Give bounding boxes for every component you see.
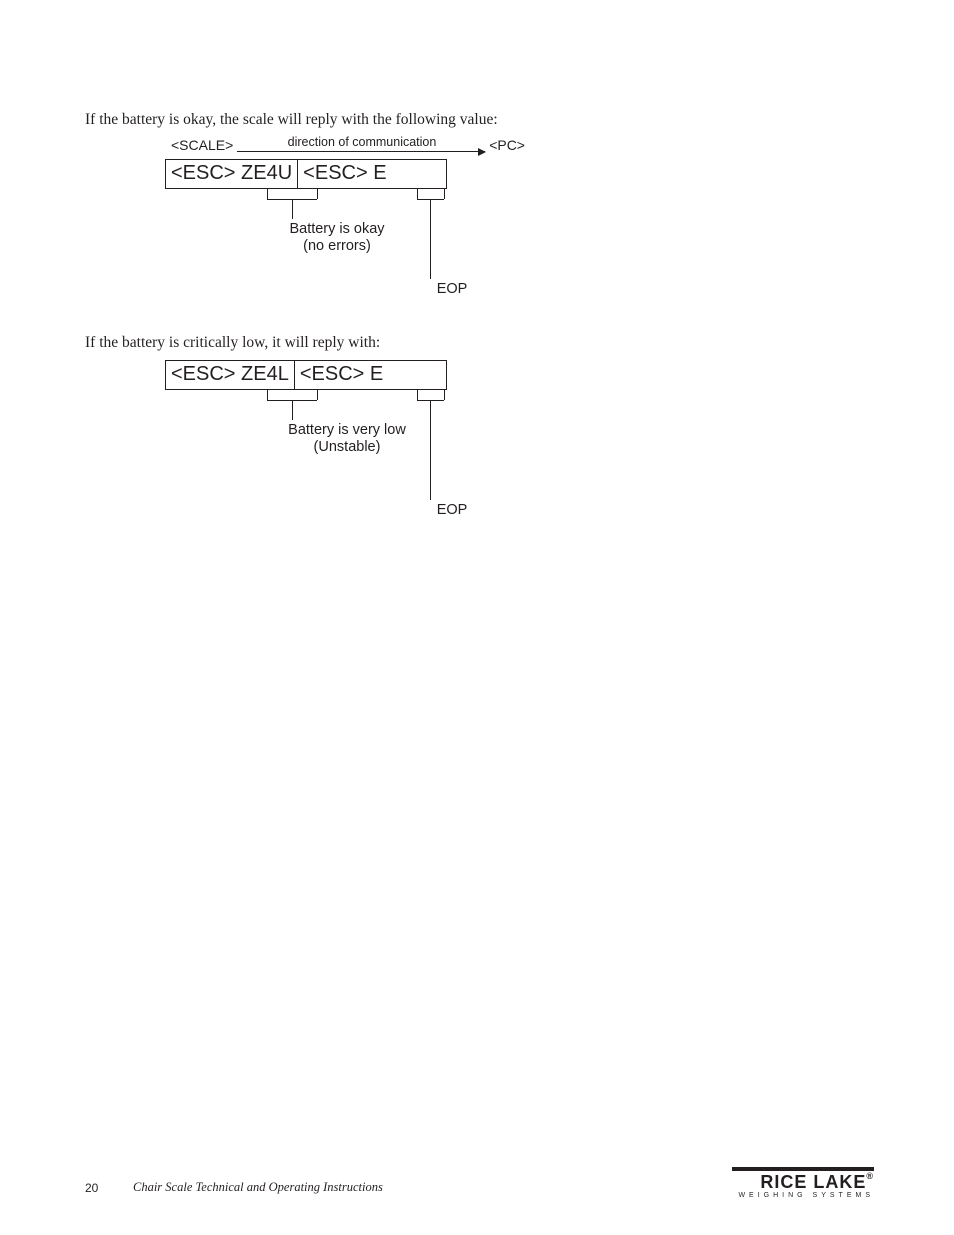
response-cell: <ESC> E [294,361,388,389]
logo-tagline: WEIGHING SYSTEMS [732,1192,874,1199]
logo-brand-text: RICE LAKE [760,1172,866,1192]
callout-line [292,400,293,420]
comm-scale-label: <SCALE> [171,137,233,153]
page: If the battery is okay, the scale will r… [0,0,954,1235]
callout-line [267,390,268,400]
intro-text-2: If the battery is critically low, it wil… [85,333,874,354]
callout-line [267,189,268,199]
callout-note-2: Battery is very low (Unstable) [207,422,487,455]
response-box-1: <ESC> ZE4U <ESC> E [165,159,447,189]
callout-line [417,390,418,400]
note-line: (no errors) [303,238,371,254]
callout-line [430,400,431,500]
response-cell: <ESC> ZE4U [166,160,297,188]
page-footer: 20 Chair Scale Technical and Operating I… [85,1165,874,1195]
response-cell: <ESC> ZE4L [166,361,294,389]
intro-text-1: If the battery is okay, the scale will r… [85,110,874,131]
callout-line [292,199,293,219]
response-box-2: <ESC> ZE4L <ESC> E [165,360,447,390]
arrow-right-icon [237,151,485,152]
note-line: Battery is okay [289,221,384,237]
eop-label: EOP [412,281,492,297]
logo-brand: RICE LAKE® [732,1173,874,1191]
callout-line [317,390,318,400]
diagram-battery-ok: <SCALE> direction of communication <PC> … [165,137,565,309]
callout-note-1: Battery is okay (no errors) [217,221,457,254]
comm-direction-label: direction of communication [243,135,481,149]
logo-bar [732,1167,874,1171]
rice-lake-logo: RICE LAKE® WEIGHING SYSTEMS [732,1167,874,1199]
note-line: Battery is very low [288,422,406,438]
callouts-1: Battery is okay (no errors) EOP [165,189,565,309]
eop-label: EOP [412,502,492,518]
response-cell: <ESC> E [297,160,391,188]
logo-registered: ® [866,1171,874,1181]
page-number: 20 [85,1181,98,1195]
comm-direction-row: <SCALE> direction of communication <PC> [165,137,565,155]
callout-line [430,199,431,279]
callout-line [317,189,318,199]
callouts-2: Battery is very low (Unstable) EOP [165,390,565,540]
callout-line [444,390,445,400]
note-line: (Unstable) [314,439,381,455]
diagram-battery-low: <ESC> ZE4L <ESC> E Battery is very low (… [165,360,565,540]
footer-title: Chair Scale Technical and Operating Inst… [133,1180,383,1195]
callout-line [417,189,418,199]
comm-pc-label: <PC> [489,137,525,153]
callout-line [444,189,445,199]
